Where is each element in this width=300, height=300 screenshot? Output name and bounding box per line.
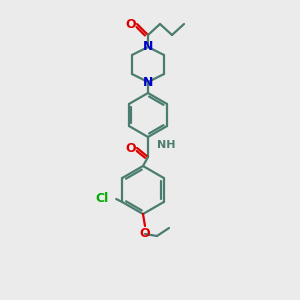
Text: NH: NH: [157, 140, 176, 150]
Text: N: N: [143, 40, 153, 53]
Text: Cl: Cl: [95, 193, 108, 206]
Text: N: N: [143, 76, 153, 88]
Text: O: O: [126, 142, 136, 154]
Text: O: O: [140, 227, 150, 240]
Text: O: O: [126, 17, 136, 31]
